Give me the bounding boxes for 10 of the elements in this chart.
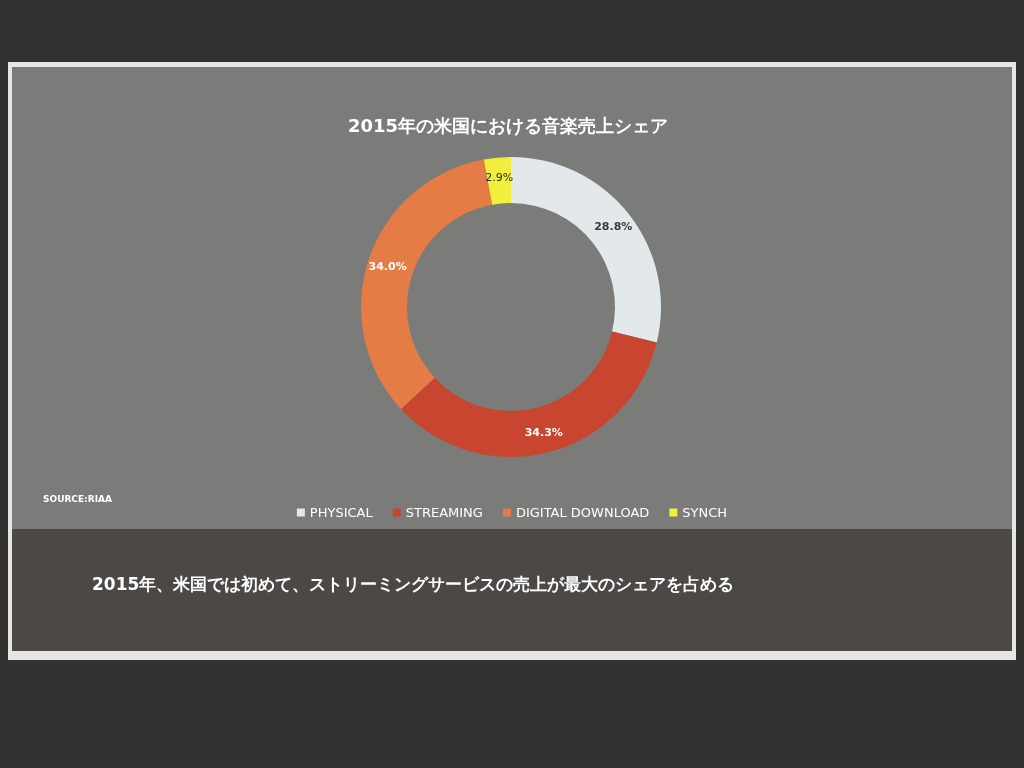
source-note: SOURCE:RIAA xyxy=(43,493,112,504)
legend-label: STREAMING xyxy=(405,505,483,520)
legend-label: DIGITAL DOWNLOAD xyxy=(515,505,650,520)
data-label: 34.0% xyxy=(368,259,407,273)
data-label: 34.3% xyxy=(524,426,563,440)
data-label: 28.8% xyxy=(594,220,633,234)
chart-title: 2015年の米国における音楽売上シェア xyxy=(347,114,669,136)
legend-label: PHYSICAL xyxy=(309,505,374,520)
text: 2015年、米国では初めて、ストリーミングサービスの売上が最大のシェアを占める xyxy=(92,573,735,594)
legend-label: SYNCH xyxy=(682,505,728,520)
